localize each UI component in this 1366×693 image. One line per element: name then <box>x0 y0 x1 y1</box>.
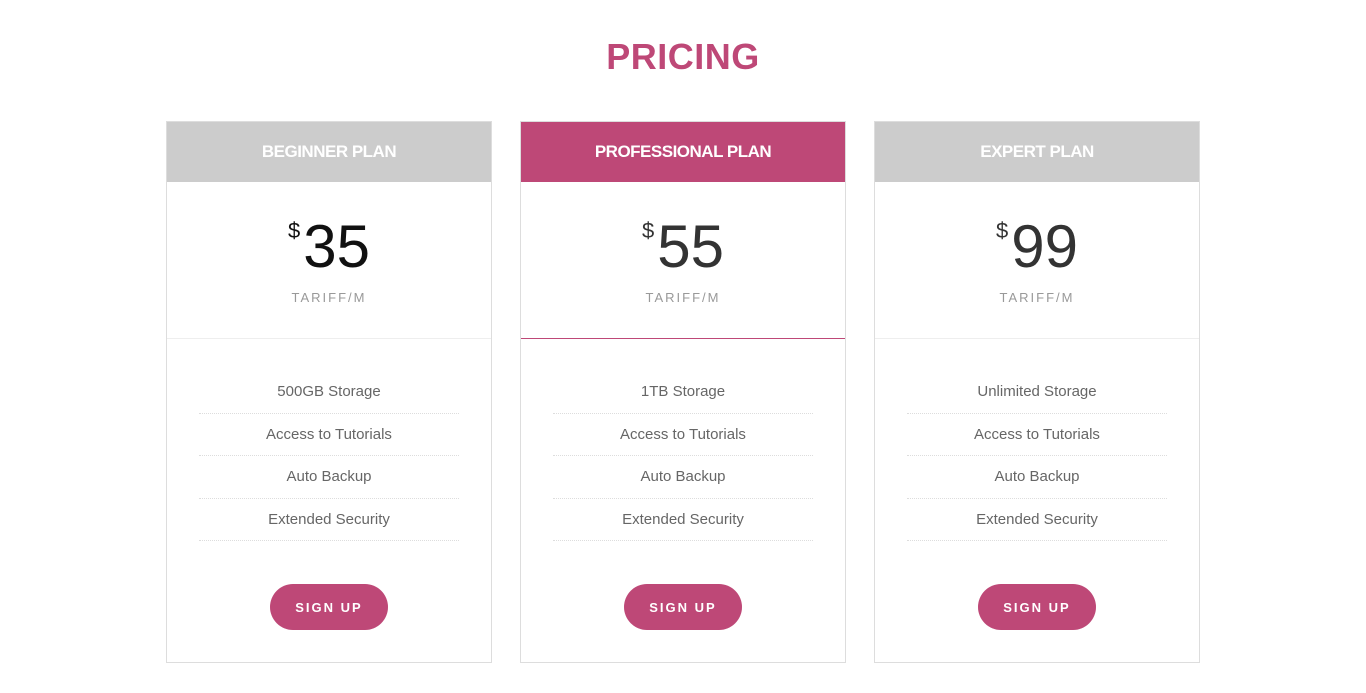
feature-list: 1TB Storage Access to Tutorials Auto Backu… <box>553 371 813 541</box>
price-section: $99 TARIFF/M <box>875 182 1199 339</box>
pricing-card: EXPERT PLAN $99 TARIFF/M Unlimited Stora… <box>874 121 1200 663</box>
price: $99 <box>875 212 1199 281</box>
price-value: 55 <box>657 213 724 280</box>
plan-name: BEGINNER PLAN <box>167 122 491 182</box>
sign-up-button[interactable]: SIGN UP <box>270 584 388 630</box>
feature-list: Unlimited Storage Access to Tutorials Auto… <box>907 371 1167 541</box>
currency-symbol: $ <box>288 218 301 243</box>
price: $55 <box>521 212 845 281</box>
feature-item: 500GB Storage <box>199 371 459 414</box>
price-section: $55 TARIFF/M <box>521 182 845 339</box>
feature-item: Extended Security <box>907 499 1167 541</box>
price-period: TARIFF/M <box>291 290 367 305</box>
price-period: TARIFF/M <box>999 290 1075 305</box>
pricing-card: PROFESSIONAL PLAN $55 TARIFF/M 1TB Stora… <box>520 121 846 663</box>
feature-item: Unlimited Storage <box>907 371 1167 414</box>
feature-item: Access to Tutorials <box>907 414 1167 456</box>
pricing-card: BEGINNER PLAN $35 TARIFF/M 500GB Storage… <box>166 121 492 663</box>
feature-item: 1TB Storage <box>553 371 813 414</box>
plan-name: EXPERT PLAN <box>875 122 1199 182</box>
sign-up-button[interactable]: SIGN UP <box>978 584 1096 630</box>
price-value: 35 <box>303 213 370 280</box>
feature-list: 500GB Storage Access to Tutorials Auto Bac… <box>199 371 459 541</box>
feature-item: Auto Backup <box>553 456 813 499</box>
feature-item: Auto Backup <box>907 456 1167 499</box>
currency-symbol: $ <box>642 218 655 243</box>
price: $35 <box>167 212 491 281</box>
feature-item: Extended Security <box>553 499 813 541</box>
plan-name: PROFESSIONAL PLAN <box>521 122 845 182</box>
feature-item: Auto Backup <box>199 456 459 499</box>
feature-item: Access to Tutorials <box>553 414 813 456</box>
currency-symbol: $ <box>996 218 1009 243</box>
price-value: 99 <box>1011 213 1078 280</box>
sign-up-button[interactable]: SIGN UP <box>624 584 742 630</box>
feature-item: Access to Tutorials <box>199 414 459 456</box>
price-section: $35 TARIFF/M <box>167 182 491 339</box>
feature-item: Extended Security <box>199 499 459 541</box>
price-period: TARIFF/M <box>645 290 721 305</box>
page-title: PRICING <box>606 36 760 77</box>
